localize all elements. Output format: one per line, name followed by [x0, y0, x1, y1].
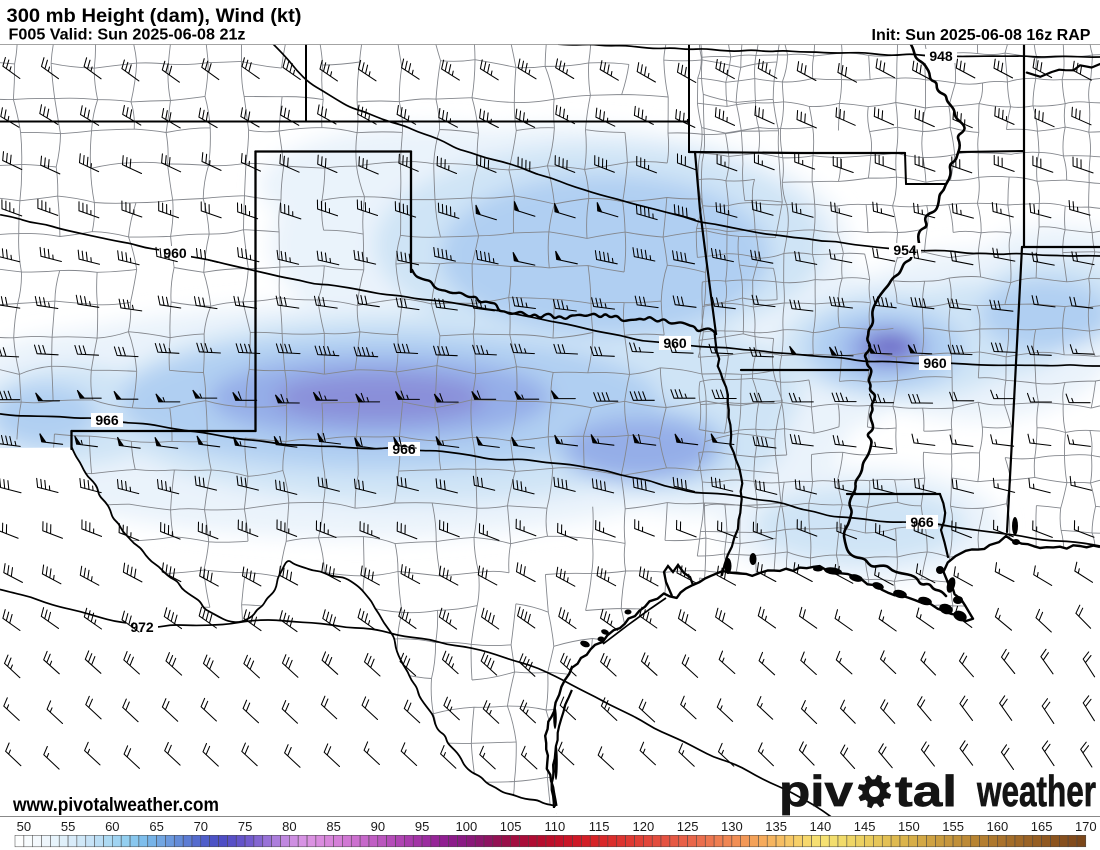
svg-text:150: 150 — [898, 819, 920, 834]
svg-text:105: 105 — [500, 819, 522, 834]
svg-text:weather: weather — [976, 767, 1096, 816]
svg-text:90: 90 — [371, 819, 385, 834]
svg-text:110: 110 — [545, 819, 566, 834]
svg-text:155: 155 — [942, 819, 964, 834]
svg-text:100: 100 — [456, 819, 478, 834]
svg-text:125: 125 — [677, 819, 699, 834]
svg-text:55: 55 — [61, 819, 75, 834]
svg-text:85: 85 — [326, 819, 340, 834]
svg-text:115: 115 — [589, 819, 610, 834]
svg-text:948: 948 — [929, 48, 953, 64]
svg-text:75: 75 — [238, 819, 252, 834]
svg-text:50: 50 — [17, 819, 31, 834]
svg-text:65: 65 — [149, 819, 163, 834]
svg-text:piv: piv — [779, 767, 854, 816]
svg-text:80: 80 — [282, 819, 296, 834]
svg-text:F005 Valid: Sun 2025-06-08 21z: F005 Valid: Sun 2025-06-08 21z — [9, 27, 246, 44]
svg-text:300 mb Height (dam), Wind (kt): 300 mb Height (dam), Wind (kt) — [7, 5, 302, 27]
svg-text:60: 60 — [105, 819, 119, 834]
svg-text:95: 95 — [415, 819, 429, 834]
svg-text:145: 145 — [854, 819, 876, 834]
svg-text:120: 120 — [633, 819, 655, 834]
svg-text:70: 70 — [194, 819, 208, 834]
svg-text:160: 160 — [987, 819, 1009, 834]
svg-text:140: 140 — [810, 819, 832, 834]
svg-text:966: 966 — [95, 412, 119, 428]
svg-text:960: 960 — [923, 355, 947, 371]
svg-text:www.pivotalweather.com: www.pivotalweather.com — [12, 794, 219, 816]
svg-text:170: 170 — [1075, 819, 1097, 834]
svg-text:960: 960 — [663, 335, 687, 351]
svg-text:954: 954 — [893, 242, 917, 258]
svg-text:130: 130 — [721, 819, 743, 834]
svg-text:tal: tal — [895, 767, 957, 816]
svg-text:Init: Sun 2025-06-08 16z RAP: Init: Sun 2025-06-08 16z RAP — [872, 27, 1091, 44]
svg-text:135: 135 — [765, 819, 787, 834]
svg-text:966: 966 — [910, 514, 934, 530]
svg-text:165: 165 — [1031, 819, 1053, 834]
svg-text:972: 972 — [130, 619, 154, 635]
